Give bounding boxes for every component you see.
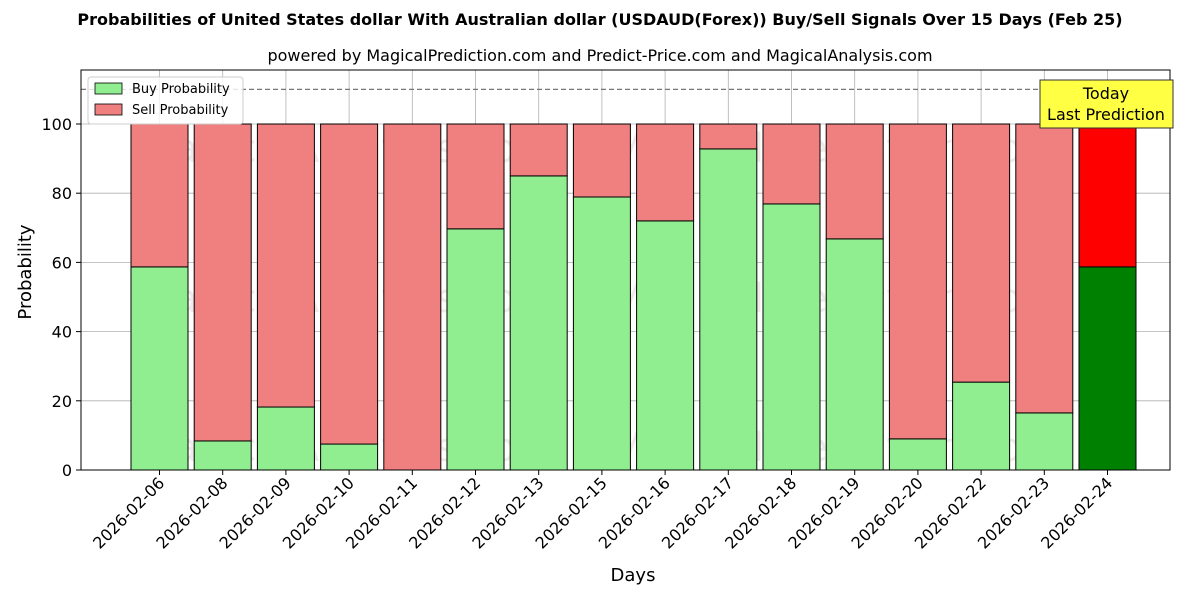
x-axis-label: Days — [611, 565, 656, 586]
y-axis: 0 20 40 60 80 100 — [41, 115, 81, 480]
bar-sell — [699, 123, 758, 150]
bar-buy — [320, 443, 379, 471]
legend-box — [87, 76, 244, 125]
bar-sell — [256, 123, 315, 408]
today-annotation-line1: Today — [1082, 84, 1129, 103]
x-axis: 2026-02-062026-02-082026-02-092026-02-10… — [89, 470, 1116, 553]
plot-frame — [80, 69, 1171, 471]
y-tick-label: 0 — [62, 461, 72, 480]
legend-swatch-sell — [94, 103, 123, 116]
bar-buy — [636, 220, 695, 471]
chart-subtitle: powered by MagicalPrediction.com and Pre… — [267, 46, 933, 65]
bar-buy — [572, 196, 631, 471]
bar-sell — [952, 123, 1011, 383]
bar-buy — [509, 175, 568, 471]
bar-sell — [888, 123, 947, 440]
bar-buy — [888, 438, 947, 471]
bar-sell — [1078, 123, 1137, 268]
legend: Buy Probability Sell Probability — [87, 76, 244, 125]
y-axis-label: Probability — [15, 224, 36, 319]
bar-sell — [762, 123, 821, 205]
bar-buy — [193, 440, 252, 471]
bar-buy — [762, 203, 821, 471]
bar-buy — [825, 238, 884, 471]
bar-sell — [509, 123, 568, 177]
y-tick-label: 40 — [52, 323, 72, 342]
legend-swatch-buy — [94, 82, 123, 95]
bar-buy — [952, 381, 1011, 471]
bar-buy — [1078, 266, 1137, 471]
bar-buy — [446, 228, 505, 471]
today-annotation-box — [1039, 79, 1174, 129]
today-annotation-line2: Last Prediction — [1047, 105, 1165, 124]
bar-sell — [572, 123, 631, 198]
bar-buy — [1015, 412, 1074, 471]
y-tick-label: 100 — [41, 115, 72, 134]
bar-sell — [130, 123, 189, 268]
bars — [130, 123, 1137, 471]
today-annotation: Today Last Prediction — [1039, 79, 1174, 129]
bar-buy — [699, 148, 758, 471]
bar-sell — [446, 123, 505, 230]
chart-title: Probabilities of United States dollar Wi… — [77, 10, 1123, 29]
bar-sell — [320, 123, 379, 445]
y-tick-label: 60 — [52, 253, 72, 272]
y-tick-label: 80 — [52, 184, 72, 203]
bar-sell — [1015, 123, 1074, 414]
bar-buy — [256, 406, 315, 471]
bar-sell — [825, 123, 884, 240]
bar-sell — [636, 123, 695, 222]
bar-sell — [383, 123, 442, 471]
bar-sell — [193, 123, 252, 442]
y-tick-label: 20 — [52, 392, 72, 411]
legend-label-buy: Buy Probability — [132, 82, 230, 97]
bar-buy — [130, 266, 189, 471]
legend-label-sell: Sell Probability — [132, 103, 229, 118]
